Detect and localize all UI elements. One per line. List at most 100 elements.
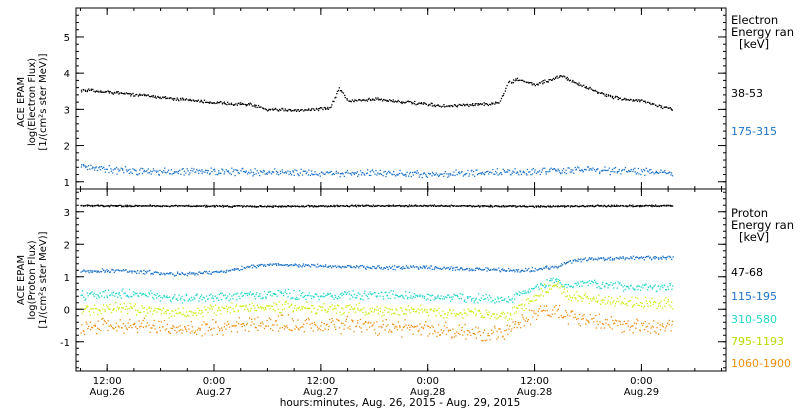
proton-point [533, 295, 535, 297]
proton-point [262, 307, 264, 309]
proton-point [413, 326, 415, 329]
proton-point [122, 269, 124, 271]
proton-point [557, 278, 559, 281]
electron-point [97, 91, 99, 93]
proton-point [124, 292, 126, 295]
proton-point [232, 294, 235, 296]
proton-point [545, 285, 547, 288]
proton-point [288, 264, 290, 267]
electron-point [114, 92, 116, 94]
proton-point [246, 205, 248, 207]
proton-point [178, 312, 180, 314]
proton-point [515, 206, 517, 208]
proton-point [236, 299, 238, 301]
proton-point [161, 273, 163, 275]
proton-point [103, 291, 105, 293]
proton-point [433, 268, 435, 271]
proton-point [391, 313, 393, 315]
proton-point [93, 295, 96, 297]
proton-point [554, 265, 556, 268]
proton-point [101, 268, 104, 270]
proton-point [140, 205, 143, 207]
proton-point [529, 290, 532, 292]
proton-point [501, 268, 503, 271]
proton-point [201, 205, 203, 207]
proton-point [381, 315, 383, 317]
proton-point [614, 303, 617, 305]
proton-point [362, 312, 364, 314]
electron-point [655, 170, 657, 172]
electron-point [118, 93, 120, 95]
proton-point [466, 268, 469, 270]
proton-point [561, 292, 563, 295]
proton-point [211, 205, 214, 207]
proton-point [672, 320, 674, 322]
proton-point [292, 311, 294, 313]
proton-point [115, 310, 117, 312]
proton-point [642, 287, 644, 289]
proton-point [567, 323, 570, 325]
proton-point [626, 206, 628, 208]
proton-point [636, 285, 638, 288]
proton-point [320, 265, 322, 267]
proton-point [617, 324, 619, 327]
proton-point [463, 300, 466, 303]
proton-point [630, 300, 632, 302]
proton-point [217, 271, 220, 273]
proton-point [435, 205, 437, 207]
electron-point [341, 172, 343, 174]
electron-ytick-label-5: 5 [64, 33, 70, 44]
electron-ylabel-line1: ACE EPAM [16, 76, 27, 128]
proton-point [267, 325, 269, 327]
proton-point [669, 282, 671, 285]
electron-point [636, 99, 638, 101]
electron-point [332, 100, 334, 102]
proton-point [638, 257, 640, 259]
electron-point [505, 171, 507, 173]
proton-point [268, 317, 270, 319]
electron-point [368, 97, 370, 100]
electron-point [314, 109, 316, 111]
proton-point [603, 258, 605, 260]
electron-point [279, 170, 282, 172]
proton-point [195, 312, 197, 314]
proton-point [511, 297, 513, 300]
proton-point [453, 293, 455, 296]
proton-point [365, 311, 367, 313]
proton-point [490, 205, 492, 208]
proton-point [401, 310, 403, 312]
electron-point [336, 90, 339, 92]
electron-point [512, 82, 515, 84]
proton-point [101, 295, 103, 297]
electron-point [557, 168, 559, 170]
proton-point [456, 295, 458, 297]
proton-point [355, 205, 357, 207]
electron-point [255, 104, 257, 107]
proton-point [394, 325, 397, 328]
proton-point [255, 267, 258, 269]
proton-point [356, 295, 358, 297]
electron-point [332, 173, 334, 175]
electron-point [89, 89, 91, 92]
electron-point [385, 175, 387, 178]
proton-point [236, 321, 238, 323]
proton-point [566, 314, 569, 316]
proton-point [472, 205, 475, 207]
proton-point [185, 330, 188, 332]
proton-point [440, 205, 442, 207]
proton-point [345, 306, 347, 308]
proton-point [638, 205, 640, 207]
proton-point [568, 205, 570, 207]
proton-point [256, 264, 258, 267]
proton-point [107, 271, 109, 273]
proton-point [544, 310, 546, 312]
electron-point [652, 103, 654, 105]
proton-point [515, 269, 517, 271]
proton-point [646, 302, 648, 305]
proton-point [315, 293, 317, 295]
electron-point [206, 172, 208, 174]
electron-point [389, 172, 391, 174]
electron-point [428, 103, 430, 106]
proton-point [208, 205, 210, 208]
proton-point [548, 268, 550, 270]
